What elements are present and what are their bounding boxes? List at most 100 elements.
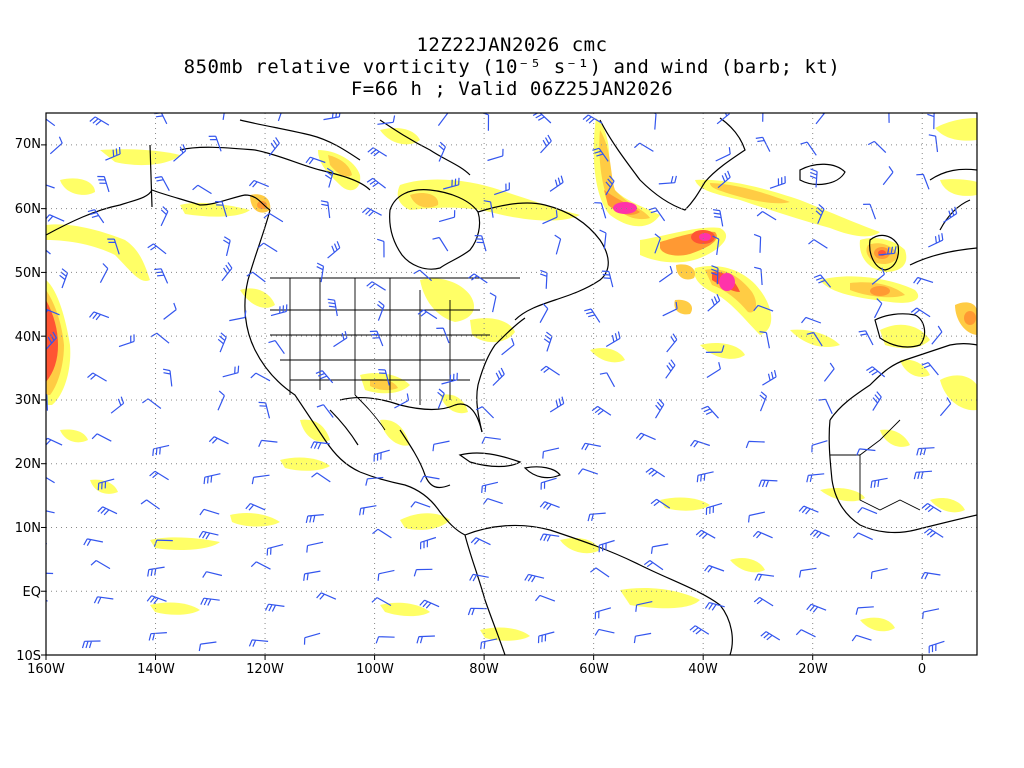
wind-barb [539,303,549,323]
wind-barb [327,241,341,259]
wind-barb [577,468,598,475]
wind-barb [377,115,396,125]
lat-label: 60N [15,202,41,217]
wind-barb [375,636,395,644]
wind-barb [198,530,219,540]
wind-barb [815,113,826,125]
wind-barb [49,136,63,155]
political-borders [270,277,921,511]
wind-barb [305,156,326,165]
wind-barb [202,571,223,578]
wind-barb [46,331,57,351]
wind-barb [823,362,835,382]
wind-barb [635,432,656,441]
lat-label: 70N [15,137,41,152]
wind-barb [754,573,775,582]
wind-barb [365,476,384,486]
wind-barb [46,184,55,189]
wind-barb [856,448,876,456]
wind-barb [543,331,553,352]
wind-barb [107,238,120,255]
wind-barb [878,246,897,256]
wind-barb [59,268,69,289]
wind-barb [806,603,827,613]
wind-barb [599,229,607,249]
wind-barb [160,206,169,227]
wind-barb [666,333,678,353]
wind-barb [745,440,765,449]
wind-barb [549,396,565,413]
wind-barb [852,532,873,541]
wind-barb [419,475,440,483]
title-run: 12Z22JAN2026 cmc [416,34,608,56]
wind-barb [316,404,334,418]
wind-barb [147,243,167,255]
wind-barb [753,304,774,312]
wind-barb [870,568,888,579]
title-field: 850mb relative vorticity (10⁻⁵ s⁻¹) and … [183,56,841,78]
wind-barb [277,113,282,122]
lat-label: 10S [16,649,41,664]
wind-barb [532,113,552,124]
wind-barb [704,564,725,573]
wind-barb [268,340,285,355]
wind-barb [46,375,47,378]
wind-barb [855,606,874,615]
lon-label: 20W [798,662,828,677]
wind-barb [310,441,330,450]
wind-barb [306,541,324,553]
wind-barb [89,116,110,126]
wind-barb [222,113,225,120]
wind-barb [327,298,338,317]
wind-barb [90,559,111,570]
coastlines [46,117,977,655]
wind-barb [715,147,731,162]
wind-barb [246,271,266,283]
wind-barb [818,398,833,415]
wind-barb [634,142,654,152]
wind-barb [91,433,112,442]
wind-barb [943,206,958,223]
wind-barb [759,331,770,349]
wind-barb [441,372,458,385]
wind-barb [922,608,940,620]
lon-label: 160W [27,662,65,677]
wind-barb [762,113,764,122]
wind-barb [806,331,823,347]
wind-barb [142,398,162,409]
wind-barb [46,542,48,545]
wind-barb [372,528,392,539]
wind-barb [483,200,494,218]
wind-barb [809,168,818,188]
wind-barb [494,182,510,196]
wind-barb [851,634,872,642]
wind-barb [654,233,661,254]
lon-label: 120W [246,662,284,677]
wind-barb [222,365,240,378]
wind-barb [46,437,63,446]
wind-barb [208,436,229,445]
wind-barb [93,596,114,604]
wind-barb [762,369,777,386]
wind-barb [581,442,601,451]
wind-barb [701,405,719,419]
wind-barb [658,175,677,185]
lat-axis-labels: 70N 60N 50N 40N 30N 20N 10N EQ 10S [15,137,41,664]
wind-barb [420,536,437,550]
wind-barb [245,502,266,511]
wind-barb [154,176,170,191]
wind-barb [801,316,822,324]
wind-barb [203,473,221,485]
wind-barb [110,396,125,414]
wind-barb [470,537,491,546]
wind-barb [87,209,105,224]
wind-barb [873,298,883,319]
wind-barb [46,308,60,316]
wind-barb [192,184,212,195]
wind-barb [665,359,676,379]
wind-barb [438,210,456,223]
graticule [46,113,977,655]
wind-barb [416,635,435,644]
wind-barb [443,177,460,190]
wind-barb [217,332,227,353]
